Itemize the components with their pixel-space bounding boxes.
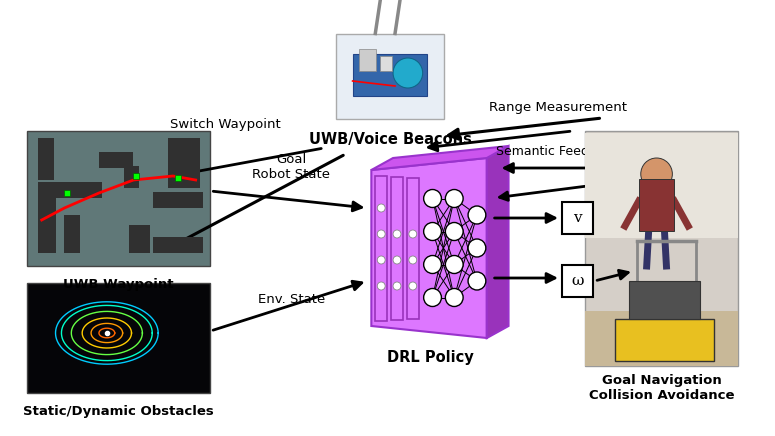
Text: DRL Policy: DRL Policy — [388, 350, 474, 365]
Bar — [129, 225, 150, 253]
Bar — [629, 280, 700, 319]
Text: Switch Waypoint: Switch Waypoint — [170, 118, 281, 131]
Circle shape — [393, 58, 422, 88]
Circle shape — [393, 256, 401, 264]
Circle shape — [468, 272, 486, 290]
Text: ω: ω — [571, 274, 584, 288]
Bar — [375, 176, 388, 320]
Circle shape — [393, 230, 401, 238]
Bar — [381, 56, 392, 71]
Circle shape — [424, 190, 442, 208]
Circle shape — [377, 282, 385, 290]
Bar — [562, 265, 594, 297]
Text: Semantic Feedback: Semantic Feedback — [497, 145, 619, 158]
Bar — [27, 130, 210, 266]
Bar — [99, 152, 133, 168]
Circle shape — [468, 206, 486, 224]
Text: Range Measurement: Range Measurement — [489, 101, 627, 114]
Bar — [585, 130, 738, 365]
Circle shape — [424, 289, 442, 307]
Circle shape — [424, 222, 442, 241]
Bar — [153, 192, 202, 208]
Bar — [353, 54, 426, 96]
Circle shape — [377, 256, 385, 264]
Circle shape — [409, 230, 417, 238]
Text: v: v — [574, 211, 582, 225]
Circle shape — [424, 255, 442, 273]
Text: Goal Navigation
Collision Avoidance: Goal Navigation Collision Avoidance — [589, 374, 734, 402]
Circle shape — [409, 282, 417, 290]
Circle shape — [377, 230, 385, 238]
Circle shape — [468, 239, 486, 257]
Text: Static/Dynamic Obstacles: Static/Dynamic Obstacles — [23, 405, 214, 418]
Bar — [585, 310, 738, 365]
Bar — [562, 202, 594, 234]
Polygon shape — [371, 146, 508, 170]
Bar — [38, 198, 56, 253]
Text: UWB/Voice Beacons: UWB/Voice Beacons — [308, 132, 471, 146]
Bar — [391, 177, 403, 320]
Bar — [407, 177, 418, 319]
Circle shape — [377, 204, 385, 212]
Text: UWB Waypoint: UWB Waypoint — [64, 277, 174, 290]
Bar — [38, 138, 53, 180]
Polygon shape — [487, 146, 508, 338]
Text: Env. State: Env. State — [258, 293, 325, 306]
Bar — [124, 166, 140, 188]
Bar — [168, 138, 200, 188]
Bar — [336, 34, 444, 119]
Circle shape — [446, 222, 463, 241]
Circle shape — [446, 190, 463, 208]
Bar — [639, 179, 674, 231]
Bar — [38, 182, 102, 198]
Bar — [64, 215, 80, 253]
Circle shape — [393, 282, 401, 290]
Bar — [153, 237, 202, 253]
Bar — [359, 49, 377, 71]
Bar — [27, 283, 210, 393]
Bar — [615, 319, 714, 361]
Circle shape — [409, 256, 417, 264]
Bar — [585, 133, 738, 238]
Text: Goal
Robot State: Goal Robot State — [253, 153, 330, 181]
Polygon shape — [371, 158, 487, 338]
Circle shape — [641, 158, 673, 190]
Circle shape — [446, 289, 463, 307]
Circle shape — [446, 255, 463, 273]
